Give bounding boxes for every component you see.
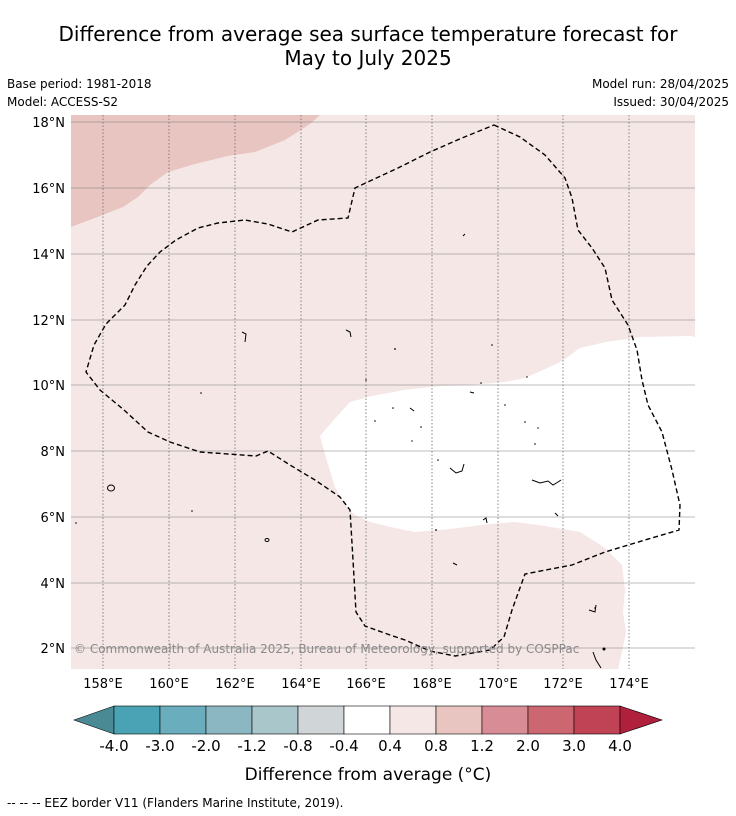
colorbar-cell-1 [113, 705, 161, 735]
anomaly-region-08-12 [71, 115, 320, 227]
lat-label-4n: 4°N [41, 577, 66, 592]
colorbar [73, 705, 663, 735]
map-title-line-1: Difference from average sea surface temp… [58, 22, 678, 46]
colorbar-tick-10: 2.0 [516, 737, 540, 755]
colorbar-tick-9: 1.2 [470, 737, 494, 755]
lat-label-18n: 18°N [32, 116, 65, 131]
colorbar-tick-3: -2.0 [191, 737, 220, 755]
meta-left: Base period: 1981-2018 Model: ACCESS-S2 [7, 75, 152, 111]
colorbar-tick-12: 4.0 [608, 737, 632, 755]
lon-label-162e: 162°E [215, 677, 255, 692]
lat-label-10n: 10°N [32, 379, 65, 394]
colorbar-cell-2 [159, 705, 207, 735]
colorbar-tick-6: -0.4 [329, 737, 358, 755]
lat-label-16n: 16°N [32, 182, 65, 197]
model-name: Model: ACCESS-S2 [7, 95, 119, 109]
colorbar-arrow-high [619, 705, 663, 735]
colorbar-tick-4: -1.2 [237, 737, 266, 755]
island-dots [75, 344, 606, 651]
grid [71, 121, 695, 649]
colorbar-tick-11: 3.0 [562, 737, 586, 755]
lon-label-158e: 158°E [83, 677, 123, 692]
lat-label-8n: 8°N [41, 445, 66, 460]
lon-label-174e: 174°E [609, 677, 649, 692]
colorbar-cell-4 [251, 705, 299, 735]
colorbar-cell-10 [527, 705, 575, 735]
lon-label-170e: 170°E [478, 677, 518, 692]
colorbar-ticks: -4.0 -3.0 -2.0 -1.2 -0.8 -0.4 0.4 0.8 1.… [99, 737, 632, 755]
lon-label-160e: 160°E [149, 677, 189, 692]
colorbar-arrow-low [73, 705, 115, 735]
eez-footnote: -- -- -- EEZ border V11 (Flanders Marine… [7, 796, 344, 810]
colorbar-tick-7: 0.4 [378, 737, 402, 755]
colorbar-tick-8: 0.8 [424, 737, 448, 755]
map-plot-area: © Commonwealth of Australia 2025, Bureau… [71, 115, 695, 669]
islands [107, 233, 602, 669]
lat-label-12n: 12°N [32, 314, 65, 329]
colorbar-cell-11 [573, 705, 621, 735]
map-title-line-2: May to July 2025 [284, 46, 452, 70]
colorbar-label: Difference from average (°C) [245, 765, 492, 785]
lat-label-14n: 14°N [32, 248, 65, 263]
lon-label-164e: 164°E [281, 677, 321, 692]
colorbar-cell-7 [389, 705, 437, 735]
lon-label-166e: 166°E [346, 677, 386, 692]
anomaly-region-neutral [320, 336, 695, 669]
colorbar-tick-2: -3.0 [145, 737, 174, 755]
colorbar-cell-5 [297, 705, 345, 735]
colorbar-cell-9 [481, 705, 529, 735]
lon-label-168e: 168°E [412, 677, 452, 692]
colorbar-cell-6 [343, 705, 391, 735]
map-title: Difference from average sea surface temp… [0, 22, 736, 70]
colorbar-tick-5: -0.8 [283, 737, 312, 755]
colorbar-cell-3 [205, 705, 253, 735]
longitude-labels: 158°E 160°E 162°E 164°E 166°E 168°E 170°… [83, 677, 649, 692]
eez-border [85, 124, 681, 657]
colorbar-tick-1: -4.0 [99, 737, 128, 755]
model-run: Model run: 28/04/2025 [591, 77, 729, 91]
meta-right: Model run: 28/04/2025 Issued: 30/04/2025 [592, 75, 729, 111]
lat-label-6n: 6°N [41, 511, 66, 526]
issued-date: Issued: 30/04/2025 [613, 95, 729, 109]
copyright-notice: © Commonwealth of Australia 2025, Bureau… [74, 642, 579, 656]
base-period: Base period: 1981-2018 [7, 77, 152, 91]
lat-label-2n: 2°N [41, 642, 66, 657]
colorbar-cell-8 [435, 705, 483, 735]
lon-label-172e: 172°E [543, 677, 583, 692]
latitude-labels: 18°N 16°N 14°N 12°N 10°N 8°N 6°N 4°N 2°N [32, 116, 65, 657]
